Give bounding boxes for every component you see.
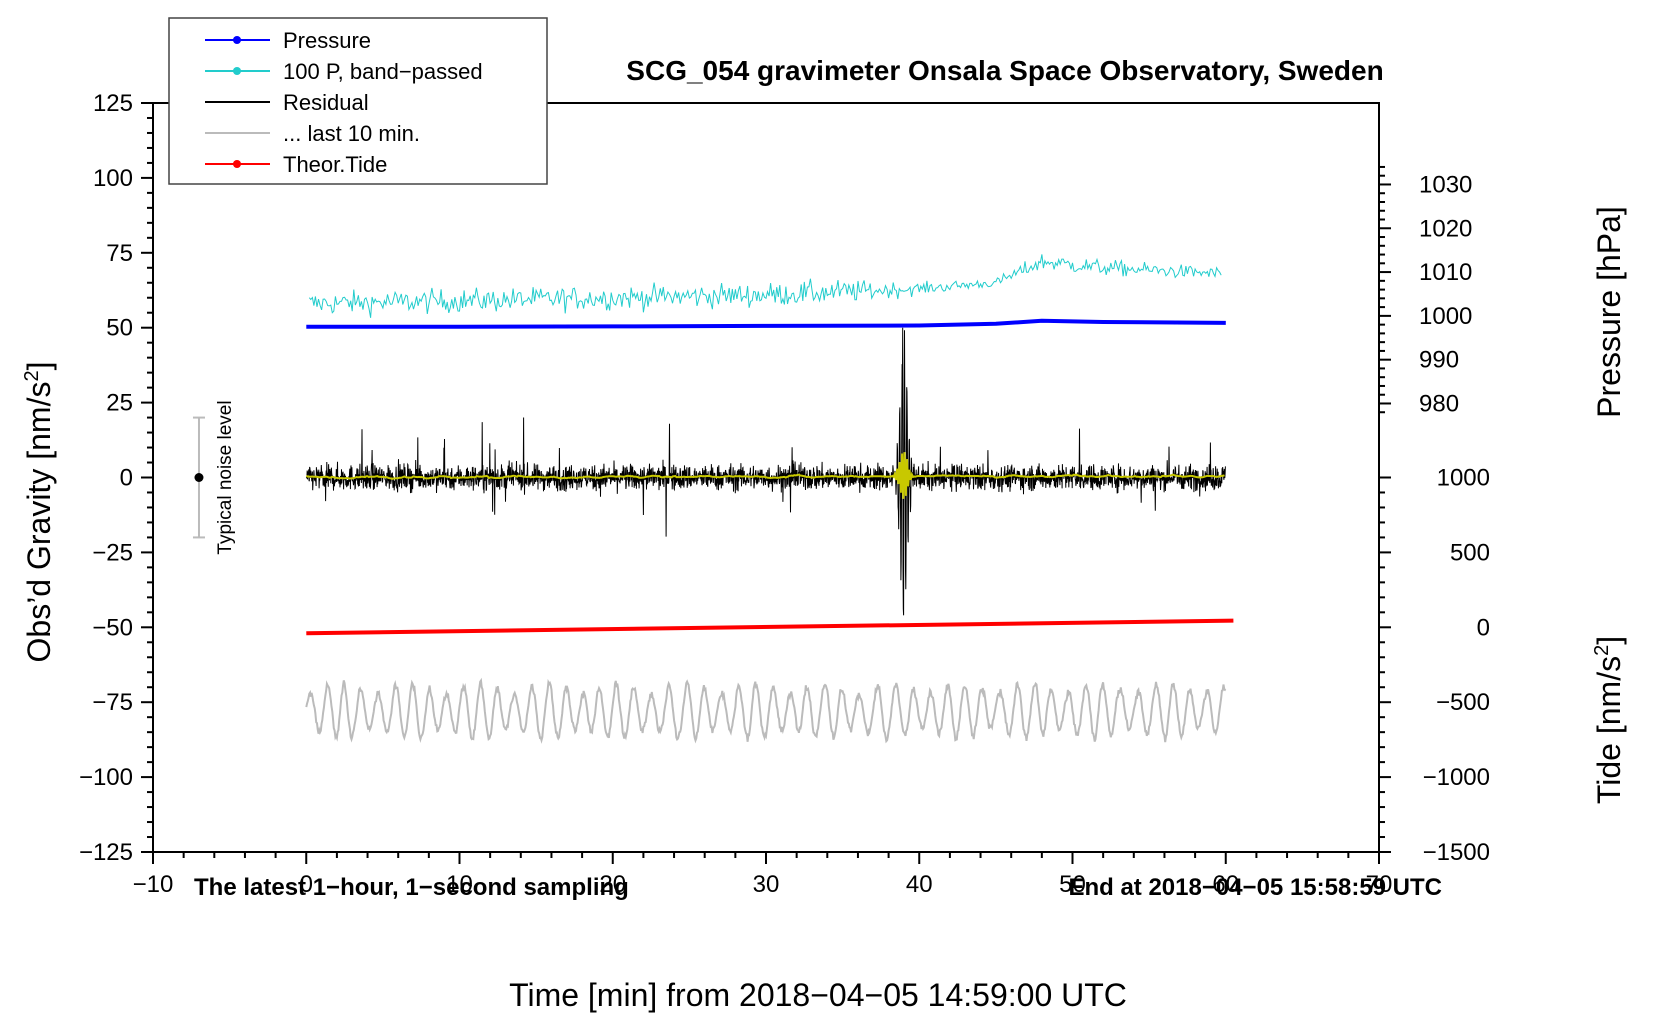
tide-tick-label: −1000 [1423, 764, 1490, 791]
y-axis-title-tide: Tide [nm/s2] [1591, 636, 1627, 804]
y-axis-title-gravity: Obs’d Gravity [nm/s2] [21, 362, 57, 663]
y-axis-title-tide-sup: 2 [1591, 645, 1613, 656]
y-tick-label: 100 [93, 165, 133, 192]
chart-title: SCG_054 gravimeter Onsala Space Observat… [626, 55, 1383, 86]
tide-tick-label: −1500 [1423, 839, 1490, 866]
series-pressure-line [306, 318, 1226, 329]
axes-frame: −10 0 10 20 30 40 50 60 701251007550250−25−50−75… [79, 90, 1490, 898]
x-tick-label: 0 [300, 871, 313, 898]
tide-tick-label: 1000 [1437, 465, 1490, 492]
noise-level-label: Typical noise level [215, 400, 236, 554]
tide-tick-label: 0 [1477, 614, 1490, 641]
y-tick-label: −25 [92, 539, 133, 566]
x-tick-label: 60 [1212, 871, 1239, 898]
y-axis-title-gravity-sup: 2 [21, 370, 43, 381]
series-residual-smoothed-line [305, 452, 1225, 499]
series-last-10-min-line [305, 677, 1227, 744]
y-tick-label: 0 [120, 465, 133, 492]
x-tick-label: 30 [753, 871, 780, 898]
x-tick-label: 20 [599, 871, 626, 898]
series-residual-line [305, 327, 1226, 616]
y-tick-label: 75 [106, 240, 133, 267]
x-axis-title: Time [min] from 2018−04−05 14:59:00 UTC [509, 977, 1127, 1013]
annotation-left: The latest 1−hour, 1−second sampling [194, 874, 629, 901]
y-tick-label: −100 [79, 764, 133, 791]
pressure-tick-label: 1030 [1419, 171, 1472, 198]
y-tick-label: −75 [92, 689, 133, 716]
x-tick-label: 70 [1366, 871, 1393, 898]
y-axis-title-tide-text: Tide [nm/s [1591, 656, 1627, 804]
series-bandpassed-pressure-line [308, 254, 1222, 318]
legend-label: ... last 10 min. [283, 121, 420, 146]
legend-swatch-marker [233, 36, 241, 44]
plot-area: Typical noise level [192, 254, 1234, 744]
x-tick-label: 10 [446, 871, 473, 898]
pressure-tick-label: 1020 [1419, 215, 1472, 242]
tide-tick-label: −500 [1436, 689, 1490, 716]
x-tick-label: 40 [906, 871, 933, 898]
legend-swatch-marker [233, 160, 241, 168]
y-tick-label: −50 [92, 614, 133, 641]
legend-label: Residual [283, 90, 369, 115]
noise-bar-center-dot [194, 473, 204, 482]
legend-label: Theor.Tide [283, 152, 387, 177]
x-tick-label: −10 [133, 871, 174, 898]
pressure-tick-label: 1010 [1419, 259, 1472, 286]
y-tick-label: 25 [106, 390, 133, 417]
y-axis-title-gravity-text: Obs’d Gravity [nm/s [21, 382, 57, 663]
y-tick-label: 50 [106, 315, 133, 342]
legend-label: Pressure [283, 28, 371, 53]
legend-label: 100 P, band−passed [283, 59, 483, 84]
pressure-tick-label: 990 [1419, 347, 1459, 374]
legend-swatch-marker [233, 67, 241, 75]
y-tick-label: −125 [79, 839, 133, 866]
pressure-tick-label: 980 [1419, 390, 1459, 417]
y-tick-label: 125 [93, 90, 133, 117]
x-tick-label: 50 [1059, 871, 1086, 898]
series-theoretical-tide-line [306, 618, 1234, 636]
y-axis-title-tide-close: ] [1591, 636, 1627, 645]
annotation-right: End at 2018−04−05 15:58:59 UTC [1068, 874, 1442, 901]
y-axis-title-pressure: Pressure [hPa] [1591, 206, 1627, 418]
y-axis-title-gravity-close: ] [21, 362, 57, 371]
legend: Pressure 100 P, band−passed Residual ... la… [168, 17, 548, 185]
pressure-tick-label: 1000 [1419, 303, 1472, 330]
chart-text: SCG_054 gravimeter Onsala Space Observat… [21, 55, 1627, 1013]
tide-tick-label: 500 [1450, 539, 1490, 566]
